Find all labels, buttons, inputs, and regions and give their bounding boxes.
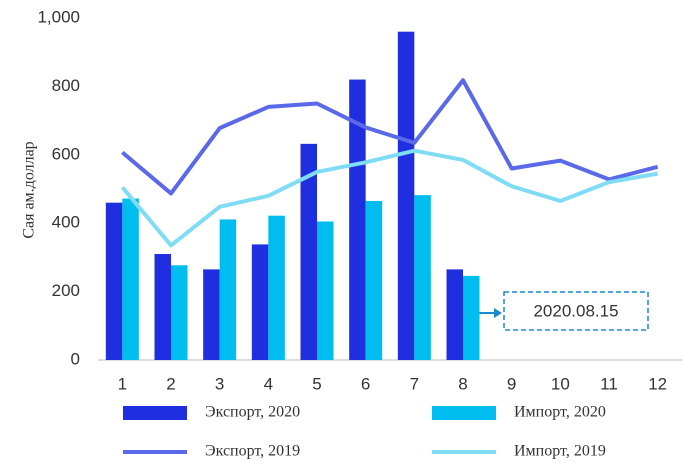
legend-swatch: [123, 406, 187, 420]
y-tick-label: 600: [52, 144, 80, 163]
x-tick-label: 10: [551, 374, 570, 393]
x-tick-label: 8: [458, 374, 467, 393]
annotation-box: [503, 291, 649, 331]
x-tick-label: 6: [361, 374, 370, 393]
y-tick-label: 200: [52, 281, 80, 300]
bar: [154, 253, 171, 360]
annotation-arrow-head: [494, 308, 502, 318]
annotation: 2020.08.15: [533, 301, 618, 320]
bar: [317, 221, 334, 360]
x-tick-label: 5: [312, 374, 321, 393]
bar: [219, 219, 237, 360]
legend-label: Экспорт, 2020: [205, 404, 300, 421]
bar: [414, 195, 431, 360]
x-tick-label: 2: [166, 374, 175, 393]
y-tick-label: 0: [71, 349, 80, 368]
y-axis-label: Сая ам.доллар: [21, 141, 38, 238]
y-tick-label: 400: [52, 213, 80, 232]
bar: [171, 265, 188, 360]
x-tick-label: 3: [215, 374, 224, 393]
bar: [397, 31, 415, 361]
line: [120, 148, 659, 248]
x-tick-label: 11: [600, 374, 618, 393]
legend-label: Экспорт, 2019: [205, 443, 300, 460]
x-tick-label: 1: [118, 374, 127, 393]
legend-swatch: [432, 406, 496, 420]
bar: [251, 244, 269, 360]
bar: [122, 198, 139, 360]
x-tick-label: 12: [648, 374, 667, 393]
bar: [365, 200, 383, 360]
y-tick-label: 800: [52, 76, 80, 95]
bar: [300, 143, 317, 360]
line: [121, 78, 659, 196]
bar: [105, 202, 123, 360]
y-tick-label: 1,000: [37, 7, 80, 26]
x-tick-label: 4: [264, 374, 273, 393]
bar: [463, 275, 480, 360]
bar: [349, 79, 366, 360]
x-tick-label: 7: [410, 374, 419, 393]
bar: [268, 215, 285, 360]
bar: [203, 269, 220, 360]
bar: [446, 269, 463, 360]
legend-label: Импорт, 2019: [514, 443, 606, 460]
x-tick-label: 9: [507, 374, 516, 393]
legend-label: Импорт, 2020: [514, 404, 606, 421]
